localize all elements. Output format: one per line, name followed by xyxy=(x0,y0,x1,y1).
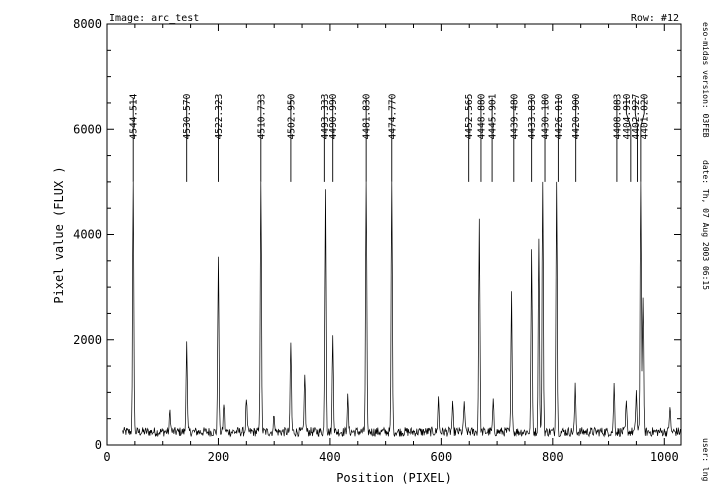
line-id-label: 4493.333 xyxy=(320,94,331,140)
midas-version-label: eso-midas version: 03FEB xyxy=(701,22,710,138)
line-id-label: 4402.927 xyxy=(631,94,642,140)
line-id-label: 4452.565 xyxy=(464,94,475,140)
line-id-label: 4426.010 xyxy=(554,93,565,139)
line-id-label: 4474.770 xyxy=(387,93,398,139)
line-id-label: 4404.910 xyxy=(622,93,633,139)
user-label: user: lng xyxy=(701,438,710,482)
y-tick-label: 2000 xyxy=(73,333,102,347)
line-id-label: 4401.020 xyxy=(640,93,651,139)
y-axis-ticks: 0 2000 4000 6000 8000 xyxy=(73,17,681,452)
image-name-header: Image: arc_test xyxy=(109,13,199,24)
line-id-marker xyxy=(634,97,638,182)
line-id-label: 4510.733 xyxy=(256,94,267,140)
y-tick-label: 6000 xyxy=(73,122,102,136)
row-header: Row: #12 xyxy=(631,13,679,24)
line-id-label: 4530.570 xyxy=(182,93,193,139)
x-tick-label: 0 xyxy=(103,450,110,464)
line-id-label: 4408.883 xyxy=(612,94,623,140)
x-axis-label: Position (PIXEL) xyxy=(336,471,452,485)
line-id-label: 4544.514 xyxy=(129,93,140,139)
spectrum-line xyxy=(122,181,682,438)
y-tick-label: 8000 xyxy=(73,17,102,31)
line-id-label: 4448.880 xyxy=(476,93,487,139)
line-id-label: 4430.180 xyxy=(541,93,552,139)
line-id-label: 4522.323 xyxy=(214,94,225,140)
line-id-label: 4481.830 xyxy=(362,93,373,139)
x-tick-label: 200 xyxy=(208,450,230,464)
line-id-marker xyxy=(625,97,632,182)
x-axis-ticks: 0 200 400 600 800 1000 xyxy=(103,24,679,464)
line-id-marker xyxy=(640,97,645,182)
y-tick-label: 0 xyxy=(95,438,102,452)
x-tick-label: 600 xyxy=(431,450,453,464)
x-tick-label: 1000 xyxy=(650,450,679,464)
y-tick-label: 4000 xyxy=(73,228,102,242)
line-id-labels: 4544.514 4530.570 4522.323 4510.733 4502.950… xyxy=(129,93,651,139)
date-label: date: Th, 07 Aug 2003 06:15 xyxy=(701,160,710,290)
line-id-label: 4490.990 xyxy=(328,93,339,139)
line-id-label: 4420.900 xyxy=(571,93,582,139)
x-tick-label: 800 xyxy=(542,450,564,464)
line-id-label: 4502.950 xyxy=(286,93,297,139)
line-id-markers xyxy=(132,97,645,182)
y-axis-label: Pixel value (FLUX ) xyxy=(52,166,66,303)
plot-frame xyxy=(106,23,682,446)
line-id-label: 4439.480 xyxy=(509,93,520,139)
line-id-label: 4445.901 xyxy=(488,93,499,139)
line-id-label: 4433.830 xyxy=(527,93,538,139)
x-tick-label: 400 xyxy=(319,450,341,464)
